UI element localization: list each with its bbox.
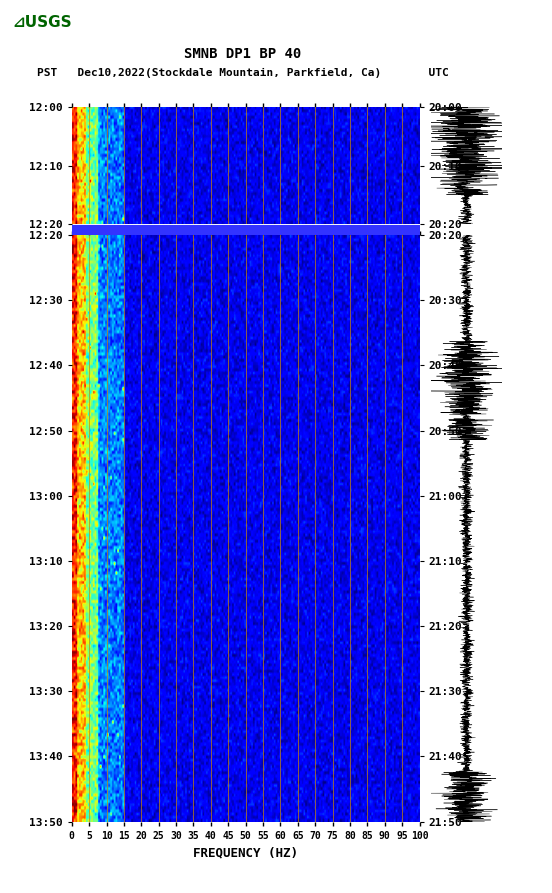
X-axis label: FREQUENCY (HZ): FREQUENCY (HZ) — [193, 847, 298, 859]
Text: ⊿USGS: ⊿USGS — [12, 15, 72, 29]
Text: SMNB DP1 BP 40: SMNB DP1 BP 40 — [184, 47, 301, 61]
Text: PST   Dec10,2022(Stockdale Mountain, Parkfield, Ca)       UTC: PST Dec10,2022(Stockdale Mountain, Parkf… — [37, 68, 449, 78]
